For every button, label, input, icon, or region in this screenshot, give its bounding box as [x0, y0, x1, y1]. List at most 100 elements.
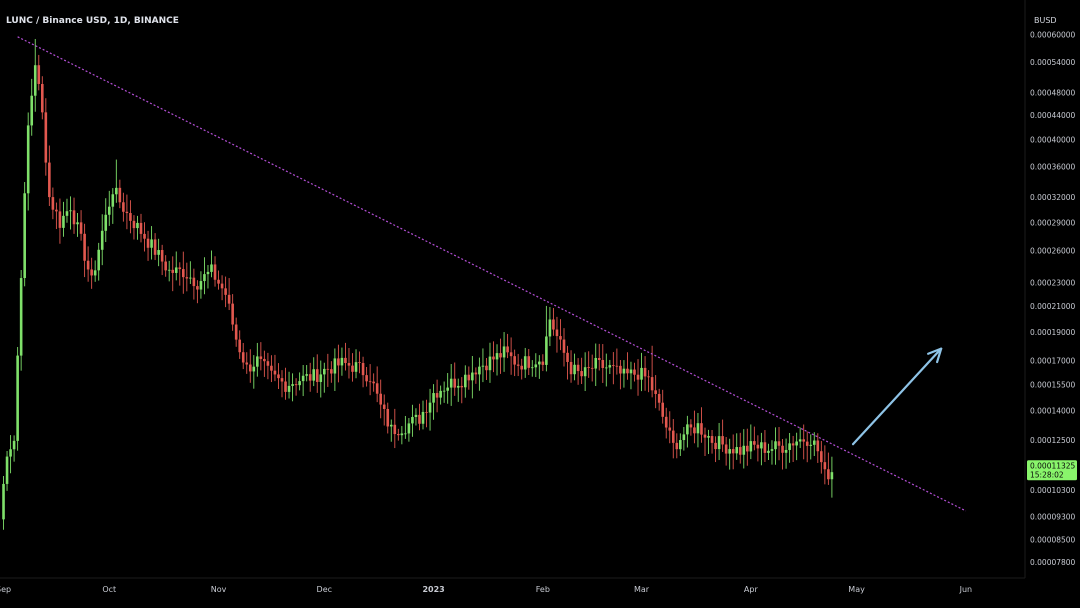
- candle: [414, 408, 418, 426]
- candle-body: [143, 233, 146, 239]
- candle-body: [301, 375, 305, 382]
- candle: [738, 432, 742, 464]
- candle: [132, 215, 136, 240]
- candle-body: [400, 433, 404, 436]
- candle: [5, 451, 9, 491]
- candle-body: [164, 261, 167, 271]
- candle: [791, 435, 795, 462]
- candle-body: [576, 364, 580, 372]
- candle-body: [411, 416, 414, 424]
- price-tick-label: 0.00008500: [1030, 536, 1076, 545]
- candle: [700, 407, 703, 443]
- candle-body: [55, 209, 58, 212]
- candle-body: [414, 414, 418, 417]
- candle-body: [686, 424, 689, 435]
- breakout-arrow[interactable]: [851, 347, 943, 446]
- candle-body: [48, 162, 51, 198]
- candle-body: [527, 356, 531, 368]
- candle: [93, 260, 97, 282]
- descending-trendline[interactable]: [17, 36, 967, 512]
- candle: [386, 402, 390, 434]
- candle: [770, 440, 774, 465]
- candle: [464, 365, 467, 398]
- candle: [97, 242, 100, 281]
- candle: [347, 348, 351, 379]
- candle-body: [541, 361, 545, 365]
- quote-currency-label: BUSD: [1034, 16, 1057, 25]
- price-tick-label: 0.00019000: [1030, 328, 1076, 337]
- candle: [597, 343, 601, 371]
- candle-body: [749, 441, 753, 452]
- candle: [703, 427, 707, 457]
- candle-body: [9, 449, 12, 457]
- candle-body: [375, 383, 379, 394]
- candle: [453, 362, 457, 396]
- candle: [48, 145, 51, 206]
- candle: [499, 338, 502, 374]
- candle-body: [516, 364, 520, 366]
- candle-body: [30, 95, 34, 126]
- candle: [671, 419, 675, 459]
- candle: [72, 197, 76, 234]
- candle: [777, 427, 781, 461]
- candle-body: [210, 264, 213, 272]
- candle: [534, 353, 538, 378]
- arrow-head: [927, 347, 943, 364]
- candle: [12, 435, 16, 462]
- candle: [389, 419, 393, 442]
- candle: [150, 226, 153, 260]
- candle-body: [555, 329, 559, 337]
- candle-body: [153, 239, 157, 255]
- time-tick-label: Nov: [211, 585, 227, 594]
- candle-body: [763, 442, 767, 453]
- candle-body: [724, 444, 728, 454]
- time-tick-label: Sep: [0, 585, 11, 594]
- candle: [566, 345, 569, 380]
- candle-body: [5, 456, 9, 484]
- candle-body: [287, 385, 291, 392]
- time-axis[interactable]: Sep Oct Nov Dec 2023 Feb Mar Apr May Jun: [0, 585, 972, 594]
- candle-body: [742, 445, 746, 455]
- candle-body: [530, 367, 534, 369]
- candle-body: [150, 239, 153, 248]
- candle-body: [682, 434, 686, 441]
- candle-body: [58, 211, 62, 228]
- candle: [146, 230, 150, 261]
- candle-body: [488, 356, 492, 371]
- candle: [206, 264, 210, 289]
- candle-body: [23, 193, 26, 279]
- candle: [129, 200, 132, 234]
- candle: [435, 379, 439, 413]
- candle: [449, 363, 453, 406]
- candle-body: [710, 436, 714, 443]
- candle-body: [139, 222, 143, 234]
- price-tick-label: 0.00032000: [1030, 193, 1076, 202]
- candle-body: [534, 364, 538, 368]
- candle: [107, 190, 111, 226]
- candle-body: [791, 443, 795, 446]
- candle: [492, 341, 495, 373]
- candle-body: [432, 393, 435, 403]
- candle: [213, 256, 217, 287]
- candle: [753, 426, 756, 451]
- candle: [679, 433, 682, 456]
- candle-body: [97, 249, 100, 271]
- candle-body: [185, 277, 189, 279]
- time-tick-label: Mar: [634, 585, 650, 594]
- candle: [467, 366, 471, 390]
- candle: [485, 357, 488, 381]
- candle-body: [795, 441, 798, 446]
- candle-body: [62, 215, 65, 228]
- symbol-title[interactable]: LUNC / Binance USD, 1D, BINANCE: [6, 16, 179, 26]
- candle-body: [252, 366, 256, 372]
- candle: [541, 354, 545, 372]
- candle-body: [397, 434, 400, 436]
- candle: [104, 198, 108, 243]
- candle-body: [231, 303, 234, 325]
- candle: [590, 354, 594, 382]
- candle-body: [442, 390, 446, 392]
- candle-body: [248, 364, 252, 372]
- price-axis[interactable]: 0.00060000 0.00054000 0.00048000 0.00044000…: [1030, 31, 1076, 567]
- candle-body: [774, 441, 777, 450]
